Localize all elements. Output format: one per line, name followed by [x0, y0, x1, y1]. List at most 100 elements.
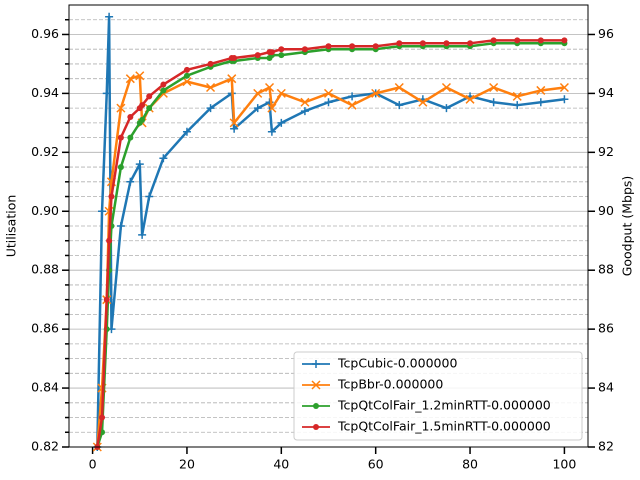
y-tick-label: 0.84	[31, 380, 59, 395]
point	[117, 164, 124, 171]
point	[127, 113, 134, 120]
y-tick-label: 0.94	[31, 85, 59, 100]
point	[227, 74, 237, 84]
y-tick-label: 0.88	[31, 262, 59, 277]
point	[467, 40, 474, 47]
point	[98, 207, 107, 216]
point	[206, 104, 215, 113]
point	[106, 237, 113, 244]
y2-tick-label: 92	[598, 144, 614, 159]
point	[441, 82, 451, 93]
y2-tick-label: 82	[598, 439, 614, 454]
legend-label: TcpQtColFair_1.2minRTT-0.000000	[337, 398, 551, 413]
point	[229, 118, 239, 128]
y-tick-label: 0.96	[31, 26, 59, 41]
point	[135, 160, 144, 169]
point	[253, 88, 263, 98]
point	[536, 98, 545, 107]
point	[396, 40, 403, 47]
point	[349, 43, 356, 50]
point	[117, 134, 124, 141]
point	[348, 92, 357, 101]
point	[126, 177, 135, 186]
x-tick-label: 80	[462, 457, 478, 472]
point	[278, 52, 285, 59]
point	[371, 88, 381, 98]
y-tick-label: 0.82	[31, 439, 59, 454]
point	[323, 88, 334, 98]
point	[512, 91, 522, 101]
point	[135, 71, 145, 81]
point	[138, 230, 147, 239]
point	[559, 82, 569, 93]
point	[325, 43, 332, 50]
point	[465, 94, 475, 104]
point	[276, 88, 286, 98]
legend: TcpCubic-0.000000 TcpBbr-0.000000 TcpQtCol…	[293, 351, 583, 441]
point	[300, 97, 310, 107]
point	[301, 46, 308, 53]
plot-frame	[68, 4, 589, 448]
point	[313, 424, 319, 430]
point	[146, 105, 153, 112]
y2-tick-label: 86	[598, 321, 614, 336]
point	[230, 124, 239, 133]
point	[267, 103, 277, 113]
point	[561, 37, 568, 44]
point	[231, 55, 238, 62]
y2-axis-label: Goodput (Mbps)	[620, 176, 635, 277]
legend-label: TcpQtColFair_1.5minRTT-0.000000	[337, 419, 551, 434]
point	[394, 82, 404, 93]
point	[146, 93, 153, 100]
point	[278, 46, 285, 53]
point	[419, 40, 426, 47]
point	[489, 98, 498, 107]
point	[513, 101, 522, 110]
point	[537, 37, 544, 44]
point	[207, 60, 214, 67]
y2-tick-label: 90	[598, 203, 614, 218]
point	[108, 193, 115, 200]
point	[206, 82, 216, 93]
point	[264, 82, 275, 93]
point	[311, 380, 321, 390]
point	[145, 192, 154, 201]
legend-label: TcpBbr-0.000000	[337, 377, 443, 392]
y-tick-label: 0.90	[31, 203, 59, 218]
point	[182, 77, 192, 87]
point	[300, 107, 309, 116]
point	[139, 116, 146, 123]
point	[268, 49, 275, 56]
point	[442, 104, 451, 113]
point	[514, 37, 521, 44]
point	[183, 72, 190, 79]
point	[324, 98, 333, 107]
point	[489, 82, 499, 93]
point	[103, 296, 110, 303]
point	[313, 403, 319, 409]
point	[116, 103, 126, 113]
x-tick-label: 0	[89, 457, 97, 472]
x-tick-label: 20	[179, 457, 195, 472]
y2-tick-label: 94	[598, 85, 614, 100]
x-tick-label: 40	[273, 457, 289, 472]
point	[418, 97, 428, 107]
point	[127, 134, 134, 141]
point	[102, 89, 111, 98]
point	[443, 40, 450, 47]
x-tick-label: 60	[368, 457, 384, 472]
point	[277, 118, 286, 127]
point	[160, 87, 167, 94]
legend-box	[293, 351, 583, 441]
point	[99, 414, 106, 421]
point	[159, 154, 168, 163]
point	[312, 360, 320, 368]
point	[160, 81, 167, 88]
point	[395, 101, 404, 110]
point	[267, 127, 276, 136]
point	[182, 127, 191, 136]
point	[254, 52, 261, 59]
legend-label: TcpCubic-0.000000	[337, 356, 457, 371]
